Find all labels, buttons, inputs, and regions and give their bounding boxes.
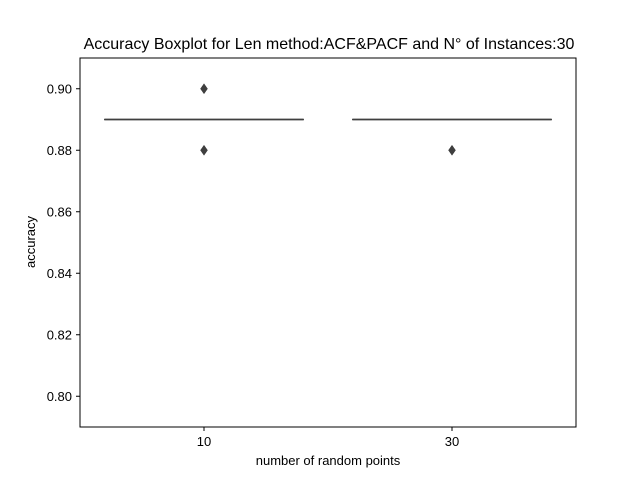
- box-30: [352, 118, 552, 156]
- outlier-point: [200, 83, 208, 95]
- x-axis-ticks: 10 30: [197, 427, 459, 449]
- outlier-point: [448, 144, 456, 156]
- outlier-point: [200, 144, 208, 156]
- x-tick-label: 30: [445, 434, 459, 449]
- y-tick-label: 0.80: [47, 389, 72, 404]
- x-tick-label: 10: [197, 434, 211, 449]
- x-axis-label: number of random points: [256, 453, 401, 468]
- y-tick-label: 0.90: [47, 81, 72, 96]
- y-axis-label: accuracy: [23, 215, 38, 268]
- box-series: [104, 83, 552, 156]
- y-axis-ticks: 0.80 0.82 0.84 0.86 0.88 0.90: [47, 81, 80, 404]
- y-tick-label: 0.82: [47, 327, 72, 342]
- plot-area-frame: [79, 57, 577, 428]
- y-tick-label: 0.86: [47, 204, 72, 219]
- y-tick-label: 0.84: [47, 266, 72, 281]
- chart-title: Accuracy Boxplot for Len method:ACF&PACF…: [84, 36, 575, 53]
- box-10: [104, 83, 304, 156]
- y-tick-label: 0.88: [47, 143, 72, 158]
